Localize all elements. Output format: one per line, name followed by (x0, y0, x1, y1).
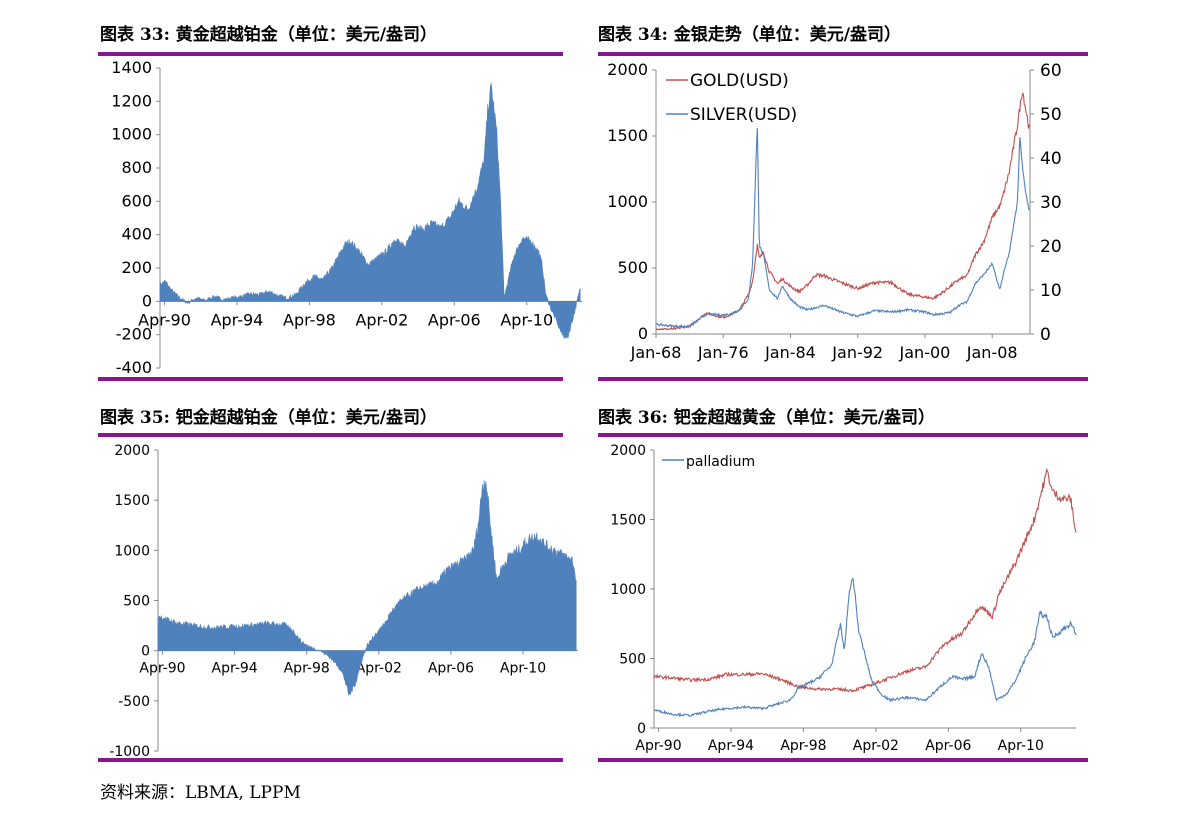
y-tick-label: -400 (116, 358, 152, 377)
y-tick-label: 0 (142, 291, 152, 310)
area-series-platinum-palladium (157, 480, 577, 696)
chart-palladium-vs-platinum: -1000 -500 0 500 1000 1500 2000 Apr-90 Apr-94 Apr… (109, 443, 578, 760)
x-tick-label: Apr-98 (283, 310, 336, 329)
x-tick-label: Apr-06 (925, 738, 971, 754)
y-tick-label: 1000 (607, 192, 648, 211)
y-tick-label: 1000 (114, 543, 150, 559)
y-tick-label: 1500 (114, 493, 150, 509)
x-tick-label: Apr-94 (708, 738, 754, 754)
x-tick-label: Jan-08 (966, 343, 1018, 362)
y-tick-label: -1000 (109, 744, 150, 760)
x-tick-label: Apr-94 (211, 310, 264, 329)
y-tick-label: 1000 (610, 582, 646, 598)
divider-rule (98, 52, 563, 56)
legend-label: palladium (686, 454, 755, 470)
x-tick-label: Apr-10 (500, 310, 553, 329)
divider-rule (598, 758, 1088, 762)
y-tick-label: -500 (118, 694, 150, 710)
x-tick-label: Apr-98 (780, 738, 826, 754)
panel-title-36: 图表 36: 钯金超越黄金（单位：美元/盎司） (598, 408, 935, 428)
panel-title-35: 图表 35: 钯金超越铂金（单位：美元/盎司） (100, 408, 437, 428)
divider-rule (598, 433, 1088, 437)
x-tick-label: Apr-94 (212, 661, 258, 677)
y-tick-label: 200 (121, 258, 152, 277)
x-tick-label: Jan-76 (697, 343, 749, 362)
y-tick-label: 1200 (111, 91, 152, 110)
y2-tick-label: 0 (1040, 325, 1051, 345)
y2-tick-label: 50 (1040, 105, 1062, 125)
panel-title-34: 图表 34: 金银走势（单位：美元/盎司） (598, 25, 901, 45)
panel-title-33: 图表 33: 黄金超越铂金（单位：美元/盎司） (100, 25, 437, 45)
chart-palladium-vs-gold: 0 500 1000 1500 2000 Apr-90 Apr-94 Apr-98 Apr-02… (610, 443, 1077, 754)
x-tick-label: Apr-90 (139, 661, 185, 677)
y2-tick-label: 30 (1040, 193, 1062, 213)
y-tick-label: 600 (121, 191, 152, 210)
x-tick-label: Apr-02 (356, 661, 402, 677)
source-note: 资料来源：LBMA, LPPM (100, 783, 301, 803)
x-tick-label: Apr-06 (428, 661, 474, 677)
y-tick-label: 400 (121, 225, 152, 244)
line-series-goldusd (655, 91, 1030, 331)
x-tick-label: Apr-10 (998, 738, 1044, 754)
y-tick-label: 800 (121, 158, 152, 177)
y-tick-label: 0 (141, 644, 150, 660)
y-tick-label: 0 (638, 324, 648, 343)
line-series-palladium (653, 577, 1077, 718)
x-tick-label: Apr-98 (284, 661, 330, 677)
y-tick-label: 0 (637, 721, 646, 737)
area-series-gold-platinum (159, 82, 581, 339)
y-tick-label: -200 (116, 325, 152, 344)
divider-rule (598, 377, 1088, 381)
y2-tick-label: 20 (1040, 237, 1062, 257)
y-tick-label: 1000 (111, 125, 152, 144)
y-tick-label: 500 (123, 594, 150, 610)
x-tick-label: Apr-10 (500, 661, 546, 677)
legend-label: SILVER(USD) (690, 105, 797, 125)
y2-tick-label: 60 (1040, 61, 1062, 81)
divider-rule (598, 52, 1088, 56)
chart-gold-silver-trend: 0 500 1000 1500 2000 0 10 20 30 40 50 60 Jan-68 Jan-7… (607, 60, 1062, 362)
y2-tick-label: 40 (1040, 149, 1062, 169)
y-tick-label: 1500 (607, 126, 648, 145)
x-tick-label: Jan-68 (630, 343, 682, 362)
y-tick-label: 500 (619, 652, 646, 668)
x-tick-label: Apr-02 (355, 310, 408, 329)
x-tick-label: Jan-84 (764, 343, 816, 362)
chart-gold-vs-platinum: -400 -200 0 200 400 600 800 1000 1200 1400 Apr-90 A… (111, 58, 582, 377)
legend-label: GOLD(USD) (690, 71, 789, 91)
y-tick-label: 2000 (607, 60, 648, 79)
x-tick-label: Apr-02 (853, 738, 899, 754)
divider-rule (98, 758, 563, 762)
x-tick-label: Jan-00 (899, 343, 951, 362)
y-tick-label: 1500 (610, 513, 646, 529)
x-tick-label: Apr-06 (428, 310, 481, 329)
line-series-gold (653, 467, 1077, 693)
y-tick-label: 500 (617, 258, 648, 277)
x-tick-label: Apr-90 (635, 738, 681, 754)
x-tick-label: Apr-90 (138, 310, 191, 329)
y-tick-label: 2000 (610, 443, 646, 459)
y-tick-label: 1400 (111, 58, 152, 77)
y-tick-label: 2000 (114, 443, 150, 459)
y2-tick-label: 10 (1040, 281, 1062, 301)
x-tick-label: Jan-92 (831, 343, 883, 362)
divider-rule (98, 377, 563, 381)
divider-rule (98, 433, 563, 437)
line-series-silverusd (655, 128, 1030, 329)
